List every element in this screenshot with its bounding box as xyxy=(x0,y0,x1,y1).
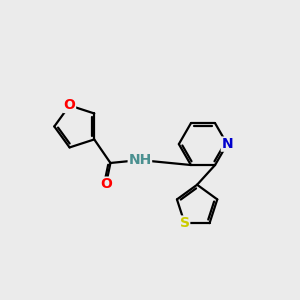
Text: O: O xyxy=(100,177,112,191)
Text: NH: NH xyxy=(128,153,152,167)
Text: N: N xyxy=(221,137,233,151)
Text: O: O xyxy=(64,98,76,112)
Text: S: S xyxy=(180,216,190,230)
